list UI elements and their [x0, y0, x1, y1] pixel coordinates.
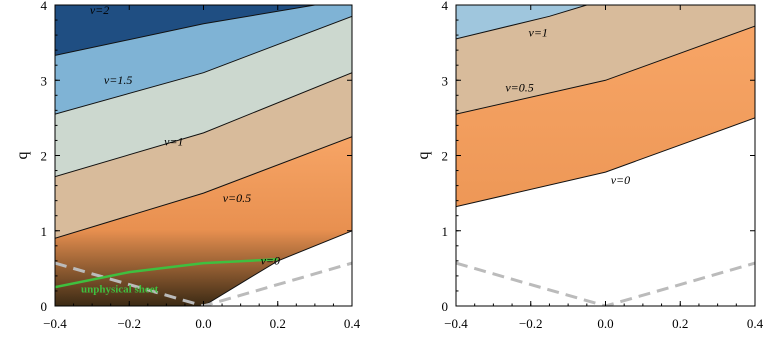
x-tick-label: −0.2 [519, 316, 543, 331]
contour-line [456, 5, 587, 40]
contour-line [456, 25, 755, 115]
x-tick-label: 0.2 [672, 316, 688, 331]
y-tick-label: 1 [41, 224, 48, 239]
x-tick-label: 0.4 [747, 316, 764, 331]
contour-line [55, 5, 315, 56]
plot-area: unphysical sheet ν=0 ν=0.5 ν=1 ν=1.5 ν=2 [55, 3, 352, 306]
contour-label: ν=0.5 [505, 81, 533, 95]
x-tick-label: 0.4 [344, 316, 361, 331]
y-tick-label: 1 [442, 224, 449, 239]
contour-line [203, 230, 352, 306]
y-tick-label: 0 [442, 299, 449, 314]
contour-label: ν=0 [611, 173, 630, 187]
x-tick-label: 0.0 [195, 316, 211, 331]
x-tick-label: 0.2 [270, 316, 286, 331]
x-tick-label: −0.2 [117, 316, 141, 331]
y-tick-label: 2 [442, 149, 449, 164]
x-tick-label: −0.4 [43, 316, 67, 331]
y-tick-label: 3 [41, 73, 48, 88]
y-tick-label: 0 [41, 299, 48, 314]
contour-line [55, 136, 352, 239]
y-tick-label: 4 [41, 0, 48, 13]
left-contour-panel: unphysical sheet ν=0 ν=0.5 ν=1 ν=1.5 ν=2 −0.4 −… [14, 0, 361, 331]
contour-line [55, 72, 352, 178]
contour-line [456, 117, 755, 208]
dashed-boundary [55, 261, 352, 306]
contour-label: ν=0 [261, 254, 280, 268]
unphysical-sheet-label: unphysical sheet [81, 283, 159, 295]
contour-label: ν=0.5 [223, 191, 251, 205]
x-tick-label: 0.0 [597, 316, 613, 331]
y-tick-label: 4 [442, 0, 449, 13]
contour-line [55, 15, 352, 115]
unphysical-sheet-curve [55, 258, 278, 289]
contour-band [456, 117, 755, 306]
white-region [203, 230, 352, 306]
y-axis-label: q [14, 152, 31, 160]
plot-area: ν=0 ν=0.5 ν=1 [456, 5, 755, 306]
y-tick-label: 2 [41, 149, 48, 164]
right-contour-panel: ν=0 ν=0.5 ν=1 −0.4 −0.2 0.0 0.2 0.4 0 1 2 3 4 q [415, 0, 764, 331]
contour-label: ν=1 [529, 26, 548, 40]
contour-label: ν=1 [164, 135, 183, 149]
y-tick-label: 3 [442, 73, 449, 88]
y-axis-label: q [415, 152, 432, 160]
x-tick-label: −0.4 [444, 316, 468, 331]
contour-label: ν=1.5 [104, 73, 132, 87]
contour-label: ν=2 [90, 3, 109, 17]
